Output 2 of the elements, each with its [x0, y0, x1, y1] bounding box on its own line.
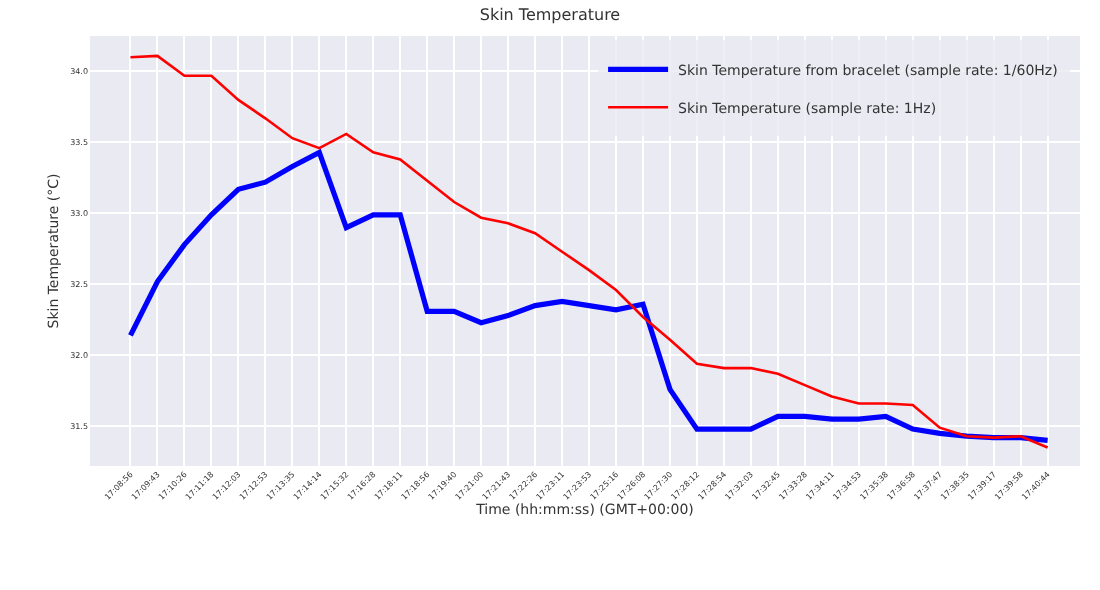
- chart-title: Skin Temperature: [479, 6, 621, 25]
- line-series: [127, 149, 1051, 444]
